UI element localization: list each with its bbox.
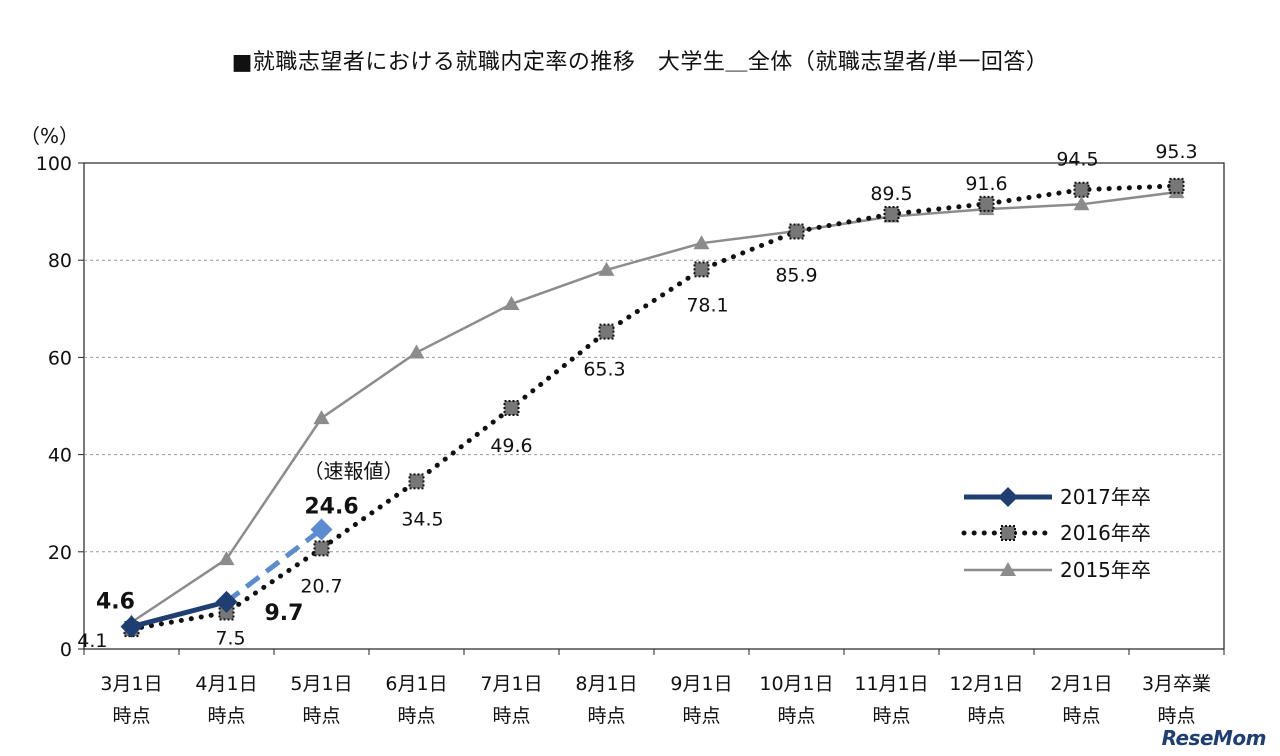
series-2016-point bbox=[598, 323, 615, 340]
x-tick-label: 時点 bbox=[397, 705, 435, 727]
series-2016-data-label: 78.1 bbox=[686, 294, 728, 316]
x-tick-label: 時点 bbox=[302, 705, 340, 727]
series-2016-point bbox=[503, 399, 520, 416]
x-tick-label: 2月1日 bbox=[1050, 673, 1112, 695]
series-2017-point bbox=[215, 590, 238, 613]
y-tick-label: 100 bbox=[36, 153, 72, 175]
series-2015-point bbox=[313, 410, 330, 425]
series-2016-data-label: 20.7 bbox=[300, 575, 342, 597]
x-tick-label: 時点 bbox=[112, 705, 150, 727]
series-2016-data-label: 49.6 bbox=[490, 435, 532, 457]
x-tick-label: 時点 bbox=[1062, 705, 1100, 727]
legend-label: 2016年卒 bbox=[1060, 521, 1151, 545]
series-2016-point bbox=[1168, 177, 1185, 194]
x-tick-label: 3月1日 bbox=[100, 673, 162, 695]
series-2015-line bbox=[130, 190, 1177, 624]
x-tick-label: 時点 bbox=[492, 705, 530, 727]
legend-label: 2017年卒 bbox=[1060, 485, 1151, 509]
series-2016-data-label: 89.5 bbox=[870, 183, 912, 205]
series-2016-line bbox=[129, 183, 1179, 632]
x-tick-label: 時点 bbox=[872, 705, 910, 727]
y-tick-label: 0 bbox=[60, 639, 72, 661]
x-tick-label: 4月1日 bbox=[195, 673, 257, 695]
legend-marker-2017 bbox=[998, 487, 1018, 507]
y-tick-label: 20 bbox=[48, 542, 72, 564]
series-2017-data-label: 4.6 bbox=[96, 590, 135, 615]
series-2016-data-label: 85.9 bbox=[775, 265, 817, 287]
series-2016-data-label: 91.6 bbox=[965, 173, 1007, 195]
chart-title: ■就職志望者における就職内定率の推移 大学生＿全体（就職志望者/単一回答） bbox=[231, 50, 1049, 75]
y-axis-unit-label: （%） bbox=[20, 124, 80, 148]
y-tick-label: 40 bbox=[48, 445, 72, 467]
x-tick-label: 時点 bbox=[207, 705, 245, 727]
plot-area-frame bbox=[83, 162, 1225, 650]
series-2016-point bbox=[978, 195, 995, 212]
x-tick-label: 5月1日 bbox=[290, 673, 352, 695]
x-tick-label: 時点 bbox=[777, 705, 815, 727]
series-2016-data-label: 65.3 bbox=[583, 359, 625, 381]
series-2017-preliminary-line bbox=[224, 527, 324, 604]
series-2017-point bbox=[120, 615, 143, 638]
x-tick-label: 11月1日 bbox=[854, 673, 928, 695]
series-2016-data-label: 4.1 bbox=[77, 630, 107, 652]
series-2015-point bbox=[503, 295, 520, 310]
series-2016-point bbox=[313, 540, 330, 557]
series-2016-data-label: 95.3 bbox=[1155, 141, 1197, 163]
series-2016-point bbox=[693, 261, 710, 278]
x-tick-label: 8月1日 bbox=[575, 673, 637, 695]
x-tick-label: 6月1日 bbox=[385, 673, 447, 695]
x-tick-label: 9月1日 bbox=[670, 673, 732, 695]
series-2016-point bbox=[883, 206, 900, 223]
series-2016-data-label: 34.5 bbox=[401, 508, 443, 530]
x-tick-label: 時点 bbox=[967, 705, 1005, 727]
series-2015-point bbox=[1073, 196, 1090, 211]
series-2015-point bbox=[218, 551, 235, 566]
x-tick-label: 7月1日 bbox=[480, 673, 542, 695]
series-2015-point bbox=[408, 344, 425, 359]
x-tick-label: 12月1日 bbox=[949, 673, 1023, 695]
y-tick-label: 80 bbox=[48, 250, 72, 272]
watermark-logo: ReseMom bbox=[1161, 726, 1267, 750]
series-2017-data-label: 24.6 bbox=[304, 494, 358, 519]
legend-marker-2016 bbox=[1000, 525, 1016, 541]
x-tick-label: 時点 bbox=[682, 705, 720, 727]
series-2017-data-label: 9.7 bbox=[265, 601, 304, 626]
series-2017-line bbox=[130, 599, 228, 630]
series-2016-data-label: 7.5 bbox=[215, 628, 245, 650]
series-2016-data-label: 94.5 bbox=[1056, 149, 1098, 171]
preliminary-annotation: （速報値） bbox=[304, 459, 404, 483]
x-tick-label: 10月1日 bbox=[759, 673, 833, 695]
series-2016-point bbox=[1073, 181, 1090, 198]
series-2016-point bbox=[408, 473, 425, 490]
series-2017-point bbox=[310, 518, 333, 541]
x-tick-label: 時点 bbox=[587, 705, 625, 727]
legend-marker-2015 bbox=[1000, 562, 1016, 576]
x-tick-label: 時点 bbox=[1157, 705, 1195, 727]
series-2016-point bbox=[788, 223, 805, 240]
y-tick-label: 60 bbox=[48, 347, 72, 369]
x-tick-label: 3月卒業 bbox=[1142, 673, 1211, 695]
series-2015-point bbox=[598, 261, 615, 276]
series-2015-point bbox=[693, 235, 710, 250]
legend-label: 2015年卒 bbox=[1060, 558, 1151, 582]
